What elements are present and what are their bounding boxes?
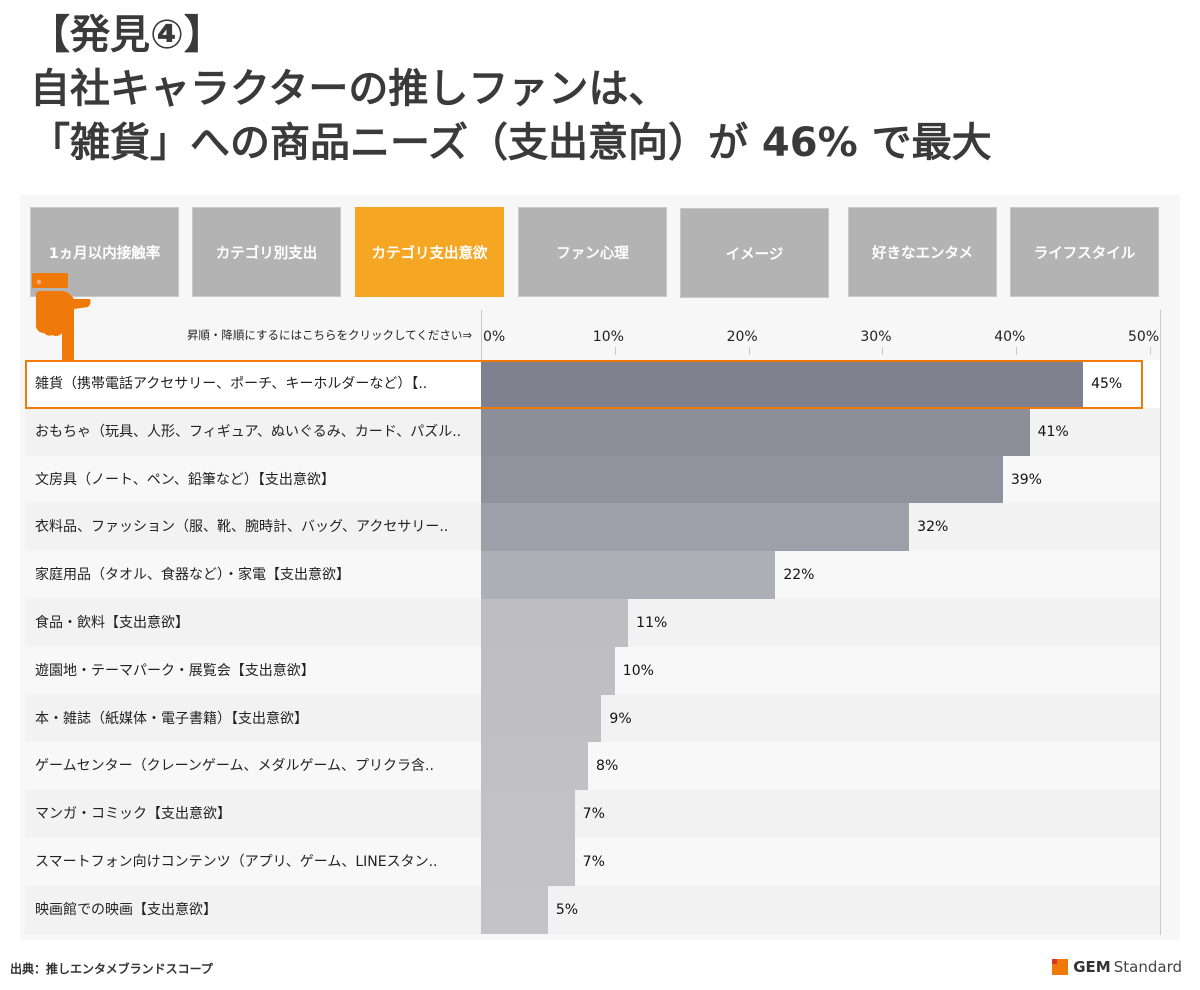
title-line-2: 自社キャラクターの推しファンは、 (30, 66, 669, 112)
x-tick-label: 20% (726, 329, 758, 345)
axis-right-line (1160, 310, 1161, 935)
bar[interactable] (481, 790, 575, 839)
chart-row[interactable]: おもちゃ（玩具、人形、フィギュア、ぬいぐるみ、カード、パズル.. 41% (25, 407, 1160, 456)
chart-row[interactable]: 衣料品、ファッション（服、靴、腕時計、バッグ、アクセサリー.. 32% (25, 503, 1160, 552)
x-tick-label: 10% (592, 329, 624, 345)
axis-zero-line (481, 310, 482, 360)
tab-category-spend-intent[interactable]: カテゴリ支出意欲 (355, 207, 504, 297)
chart-axis: 0% 10% 20% 30% 40% 50% (20, 195, 1180, 940)
bar[interactable] (481, 694, 602, 743)
chart-row[interactable]: 家庭用品（タオル、食器など）・家電【支出意欲】 22% (25, 551, 1160, 600)
source-note: 出典：推しエンタメブランドスコープ (10, 962, 213, 976)
chart-row[interactable]: 遊園地・テーマパーク・展覧会【支出意欲】 10% (25, 646, 1160, 695)
tab-category-spend[interactable]: カテゴリ別支出 (192, 207, 341, 297)
title-line-1: 【発見④】 (30, 12, 224, 58)
bar[interactable] (481, 838, 575, 886)
tab-label: 1ヵ月以内接触率 (48, 245, 161, 262)
category-label: スマートフォン向けコンテンツ（アプリ、ゲーム、LINEスタン.. (35, 854, 438, 870)
bar[interactable] (481, 551, 776, 600)
chart-row[interactable]: 雑貨（携帯電話アクセサリー、ポーチ、キーホルダーなど）【.. 45% (25, 360, 1160, 408)
bar-value-label: 41% (1037, 423, 1069, 440)
category-label: マンガ・コミック【支出意欲】 (35, 806, 231, 823)
chart-row[interactable]: 映画館での映画【支出意欲】 5% (25, 885, 1160, 934)
dashboard-panel: 1ヵ月以内接触率 カテゴリ別支出 カテゴリ支出意欲 ファン心理 イメージ 好きな… (20, 195, 1180, 940)
tab-lifestyle[interactable]: ライフスタイル (1010, 207, 1159, 297)
category-label: 家庭用品（タオル、食器など）・家電【支出意欲】 (35, 567, 350, 584)
title-line-3: 「雑貨」への商品ニーズ（支出意向）が 46% で最大 (30, 120, 992, 166)
tab-label: カテゴリ支出意欲 (371, 245, 488, 262)
x-tick-mark (882, 347, 884, 355)
tab-label: イメージ (725, 246, 784, 263)
x-tick-label: 30% (860, 329, 892, 345)
x-tick-label: 50% (1128, 329, 1160, 345)
bar-value-label: 22% (783, 567, 815, 584)
pointing-hand-icon (32, 273, 91, 363)
x-tick-mark (1150, 347, 1151, 355)
category-label: 雑貨（携帯電話アクセサリー、ポーチ、キーホルダーなど）【.. (35, 376, 428, 392)
chart-row[interactable]: 本・雑誌（紙媒体・電子書籍）【支出意欲】 9% (25, 694, 1160, 743)
tab-label: 好きなエンタメ (871, 245, 974, 262)
bar-value-label: 45% (1091, 376, 1123, 392)
bar[interactable] (481, 742, 589, 791)
bar-value-label: 5% (555, 901, 579, 918)
bar-value-label: 10% (622, 662, 654, 679)
bar[interactable] (481, 599, 629, 647)
bar-value-label: 7% (582, 854, 605, 870)
category-label: 映画館での映画【支出意欲】 (35, 901, 217, 918)
chart-row[interactable]: 食品・飲料【支出意欲】 11% (25, 599, 1160, 647)
logo-square-icon (1052, 959, 1069, 975)
sort-toggle-link[interactable]: 昇順・降順にするにはこちらをクリックしてください⇒ (186, 328, 472, 342)
bar-value-label: 9% (609, 710, 632, 727)
bar[interactable] (481, 455, 1003, 504)
x-tick-mark (1016, 347, 1018, 355)
category-label: ゲームセンター（クレーンゲーム、メダルゲーム、プリクラ含.. (35, 758, 434, 775)
page-title: 【発見④】 自社キャラクターの推しファンは、 「雑貨」への商品ニーズ（支出意向）… (30, 8, 1190, 170)
bar[interactable] (481, 407, 1030, 456)
gem-standard-logo: GEM Standard (1052, 958, 1182, 976)
tab-fan-psychology[interactable]: ファン心理 (518, 207, 667, 297)
tab-image[interactable]: イメージ (680, 208, 829, 298)
bar-value-label: 32% (917, 519, 949, 536)
logo-bold-text: GEM (1073, 958, 1111, 976)
x-tick-label: 0% (483, 329, 506, 345)
logo-text: Standard (1113, 958, 1182, 976)
category-label: おもちゃ（玩具、人形、フィギュア、ぬいぐるみ、カード、パズル.. (35, 423, 462, 440)
x-tick-mark (748, 347, 750, 355)
bar[interactable] (481, 503, 910, 552)
bar[interactable] (481, 360, 1084, 408)
bar-value-label: 39% (1010, 471, 1042, 488)
chart-row[interactable]: スマートフォン向けコンテンツ（アプリ、ゲーム、LINEスタン.. 7% (25, 838, 1160, 886)
tab-label: ライフスタイル (1033, 245, 1136, 262)
tab-label: ファン心理 (556, 245, 629, 262)
bar-value-label: 8% (596, 758, 619, 775)
bar-value-label: 11% (636, 615, 668, 631)
category-label: 食品・飲料【支出意欲】 (35, 615, 189, 631)
category-label: 遊園地・テーマパーク・展覧会【支出意欲】 (35, 662, 315, 679)
tab-favorite-entertainment[interactable]: 好きなエンタメ (848, 207, 997, 297)
x-tick-mark (614, 347, 616, 355)
chart-row[interactable]: 文房具（ノート、ペン、鉛筆など）【支出意欲】 39% (25, 455, 1160, 504)
x-tick-label: 40% (994, 329, 1026, 345)
category-label: 文房具（ノート、ペン、鉛筆など）【支出意欲】 (35, 471, 335, 488)
chart-row[interactable]: マンガ・コミック【支出意欲】 7% (25, 790, 1160, 839)
bar[interactable] (481, 885, 548, 934)
bar[interactable] (481, 646, 615, 695)
category-label: 衣料品、ファッション（服、靴、腕時計、バッグ、アクセサリー.. (35, 519, 449, 536)
chart-row[interactable]: ゲームセンター（クレーンゲーム、メダルゲーム、プリクラ含.. 8% (25, 742, 1160, 791)
tab-label: カテゴリ別支出 (215, 245, 318, 262)
category-label: 本・雑誌（紙媒体・電子書籍）【支出意欲】 (35, 710, 308, 727)
bar-value-label: 7% (582, 806, 605, 823)
